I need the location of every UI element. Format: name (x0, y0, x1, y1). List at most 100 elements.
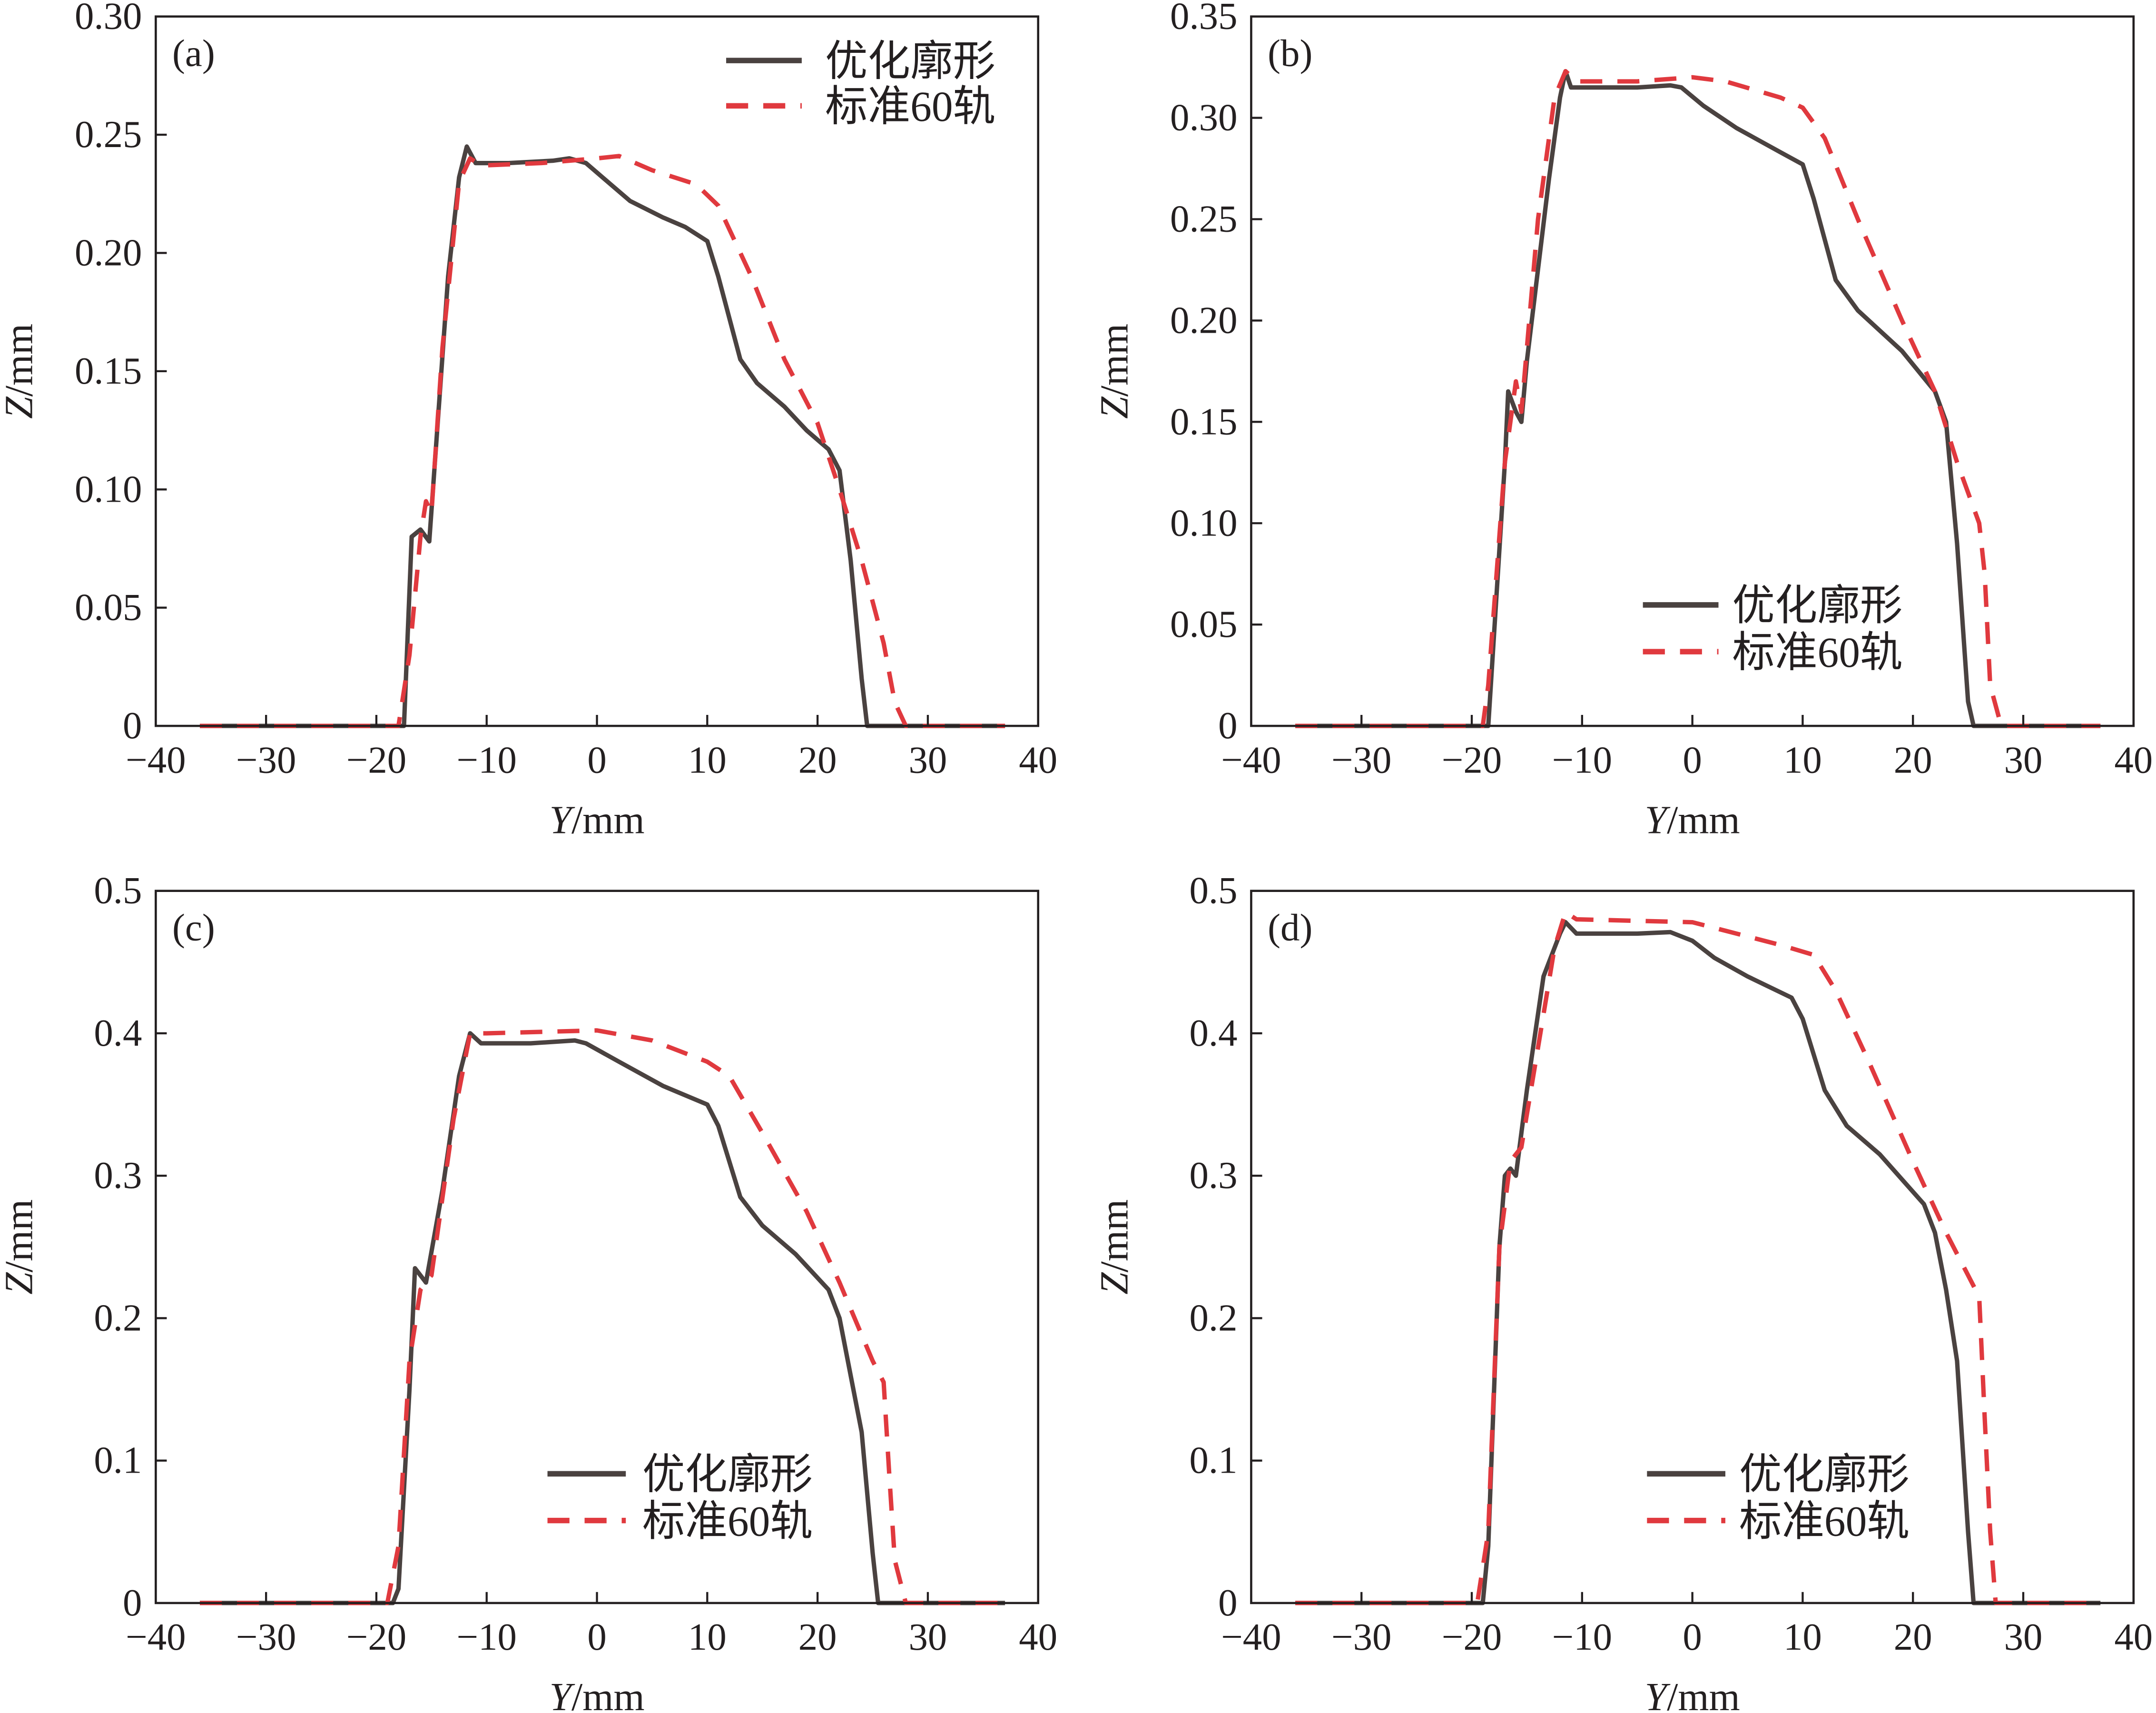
x-tick-label: −30 (236, 739, 296, 781)
y-tick-label: 0.20 (1170, 299, 1238, 341)
x-tick-label: 20 (1894, 739, 1932, 781)
y-tick-label: 0.5 (94, 870, 142, 912)
x-tick-label: −20 (346, 1616, 406, 1658)
x-axis-label-var: Y (549, 798, 575, 842)
y-tick-label: 0.3 (1189, 1154, 1237, 1197)
series-optimized-profile-line (200, 1031, 1005, 1605)
plot-frame (155, 890, 1040, 1604)
y-tick-label: 0.1 (1189, 1439, 1237, 1482)
x-tick-label: 30 (2004, 1616, 2043, 1658)
y-tick-label: 0.2 (94, 1297, 142, 1339)
y-tick-label: 0.05 (75, 586, 142, 629)
series-standard-60-rail-line (200, 1028, 1005, 1605)
x-tick-label: 10 (688, 739, 727, 781)
y-axis-label: Z/mm (0, 324, 41, 419)
x-tick-label: −30 (236, 1616, 296, 1658)
y-tick-label: 0.05 (1170, 603, 1238, 645)
y-tick-label: 0.10 (75, 468, 142, 510)
y-axis-label: Z/mm (1092, 324, 1136, 419)
x-axis-label-var: Y (1645, 1675, 1671, 1713)
x-tick-label: 40 (1019, 739, 1057, 781)
x-tick-label: 40 (1019, 1616, 1057, 1658)
x-tick-label: 10 (688, 1616, 727, 1658)
y-tick-label: 0.30 (75, 0, 142, 38)
y-axis-label: Z/mm (1092, 1199, 1136, 1295)
y-tick-label: 0.30 (1170, 97, 1238, 139)
y-tick-label: 0.35 (1170, 0, 1238, 38)
x-tick-label: −30 (1331, 739, 1391, 781)
y-axis-label-unit: /mm (1092, 324, 1136, 397)
legend-label-optimized: 优化廓形 (1732, 583, 1902, 630)
series-optimized-profile-line (1295, 69, 2101, 728)
legend-label-standard: 标准60轨 (825, 83, 995, 130)
x-axis-label-unit: /mm (571, 798, 645, 842)
x-tick-label: −20 (1442, 1616, 1502, 1658)
legend-label-standard: 标准60轨 (642, 1498, 813, 1545)
panel-label: (b) (1268, 32, 1312, 75)
x-axis-label-unit: /mm (571, 1675, 645, 1713)
series-standard-60-rail-line (1295, 69, 2101, 728)
x-axis-label-unit: /mm (1667, 1675, 1740, 1713)
x-tick-label: 20 (798, 739, 837, 781)
x-tick-label: 0 (1683, 739, 1702, 781)
y-tick-label: 0.2 (1189, 1297, 1237, 1339)
x-tick-label: −40 (126, 1616, 186, 1658)
plot-frame (1250, 890, 2135, 1604)
x-axis-label: Y/mm (549, 1675, 644, 1713)
x-tick-label: −10 (1552, 1616, 1612, 1658)
x-axis-label-unit: /mm (1667, 798, 1740, 842)
chart-panel-a: −40 −30 −20 −10 0 10 20 30 40 0 0.05 0.10 0.15 0.20 0.… (0, 0, 1057, 842)
y-axis-label-unit: /mm (0, 324, 41, 397)
y-tick-label: 0.10 (1170, 502, 1238, 544)
x-tick-label: 10 (1783, 739, 1822, 781)
x-tick-label: 30 (909, 1616, 947, 1658)
y-tick-label: 0.20 (75, 231, 142, 274)
series-standard-60-rail-line (1295, 910, 2101, 1605)
x-axis-label: Y/mm (1645, 798, 1740, 842)
legend-label-optimized: 优化廓形 (642, 1451, 813, 1498)
y-tick-label: 0.1 (94, 1439, 142, 1482)
x-axis-label: Y/mm (549, 798, 644, 842)
x-tick-label: −30 (1331, 1616, 1391, 1658)
x-tick-label: −10 (457, 1616, 517, 1658)
legend-label-standard: 标准60轨 (1739, 1498, 1910, 1545)
series-standard-60-rail-line (200, 154, 1005, 728)
x-axis-label: Y/mm (1645, 1675, 1740, 1713)
y-tick-label: 0 (123, 1582, 142, 1624)
panel-label: (d) (1268, 907, 1312, 949)
x-tick-label: −40 (1221, 739, 1281, 781)
y-axis-label-unit: /mm (0, 1199, 41, 1273)
x-tick-label: 20 (798, 1616, 837, 1658)
x-tick-label: 10 (1783, 1616, 1822, 1658)
panel-label: (c) (172, 907, 215, 949)
y-tick-label: 0.4 (1189, 1012, 1237, 1054)
series-optimized-profile-line (200, 144, 1005, 728)
y-tick-label: 0 (123, 704, 142, 747)
y-axis-label-var: Z (0, 1272, 41, 1295)
x-tick-label: 40 (2114, 739, 2153, 781)
x-tick-label: −20 (1442, 739, 1502, 781)
x-tick-label: −10 (1552, 739, 1612, 781)
y-tick-label: 0.25 (1170, 198, 1238, 240)
y-axis-label-var: Z (1092, 1272, 1136, 1295)
y-axis-label-var: Z (0, 396, 41, 419)
y-axis-label: Z/mm (0, 1199, 41, 1295)
x-tick-label: 40 (2114, 1616, 2153, 1658)
y-tick-label: 0.4 (94, 1012, 142, 1054)
legend-label-optimized: 优化廓形 (1739, 1451, 1910, 1498)
y-tick-label: 0 (1218, 1582, 1237, 1624)
x-tick-label: 0 (587, 1616, 606, 1658)
x-tick-label: 0 (587, 739, 606, 781)
x-tick-label: 20 (1894, 1616, 1932, 1658)
y-axis-label-var: Z (1092, 396, 1136, 419)
x-tick-label: 30 (909, 739, 947, 781)
x-tick-label: 0 (1683, 1616, 1702, 1658)
x-tick-label: −20 (346, 739, 406, 781)
panel-label: (a) (172, 32, 215, 75)
x-tick-label: −10 (457, 739, 517, 781)
